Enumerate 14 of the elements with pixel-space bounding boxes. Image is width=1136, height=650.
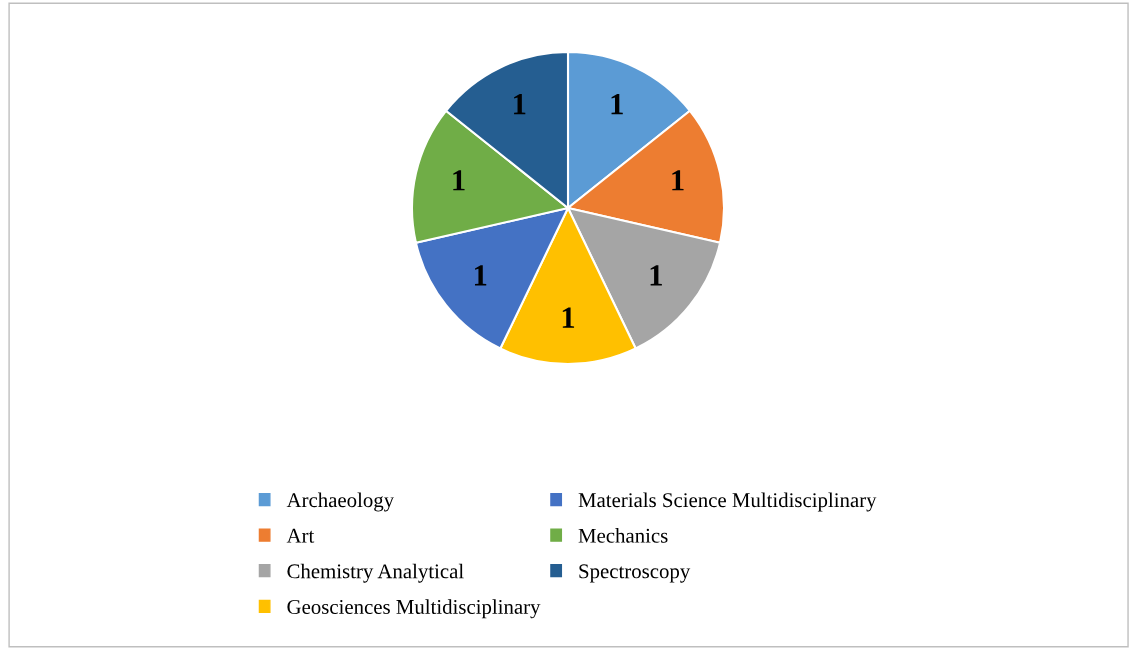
- data-label: 1: [672, 170, 684, 191]
- data-label: 1: [562, 307, 575, 328]
- legend-label: Chemistry Analytical: [287, 563, 464, 583]
- legend-label: Archaeology: [286, 492, 395, 512]
- data-label: 1: [514, 93, 526, 115]
- data-label: 1: [474, 265, 487, 286]
- data-label: 1: [611, 93, 623, 115]
- data-label: 1: [453, 170, 465, 191]
- data-label: 1: [650, 265, 662, 286]
- legend-label: Spectroscopy: [579, 564, 691, 583]
- legend-label: Art: [286, 528, 315, 543]
- legend-label: Mechanics: [578, 528, 668, 543]
- legend-label: Geosciences Multidisciplinary: [287, 599, 541, 619]
- legend-label: Materials Science Multidisciplinary: [578, 492, 877, 512]
